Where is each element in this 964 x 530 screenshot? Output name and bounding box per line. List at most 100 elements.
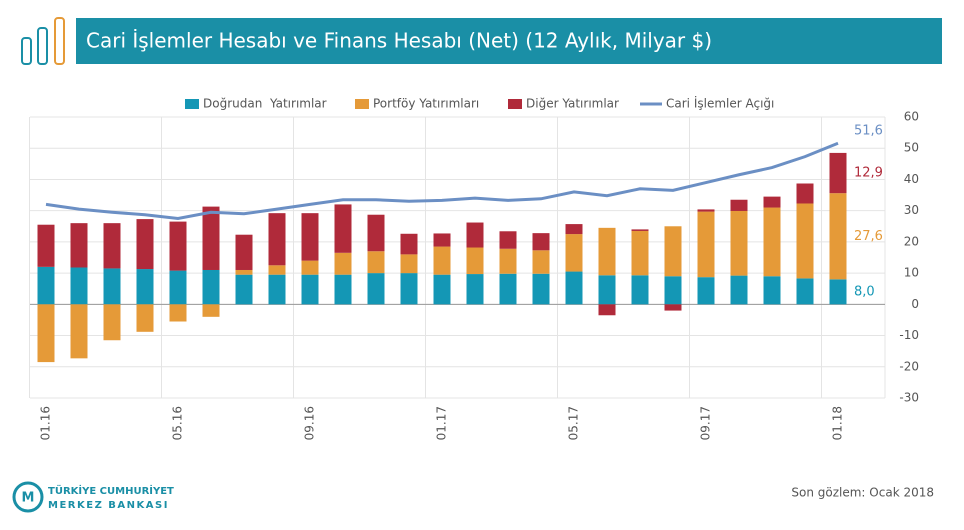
y-tick-label: 50 xyxy=(904,141,919,155)
y-tick-label: -20 xyxy=(899,359,919,373)
x-tick-label: 05.17 xyxy=(567,406,581,440)
bar xyxy=(37,224,55,267)
bar xyxy=(301,260,319,275)
bar xyxy=(136,269,154,305)
bar xyxy=(103,223,121,269)
bar xyxy=(433,246,451,275)
bar xyxy=(796,203,814,279)
bar xyxy=(70,223,88,268)
bar xyxy=(235,234,253,270)
bar xyxy=(829,193,847,280)
value-label: 12,9 xyxy=(854,166,883,181)
bar xyxy=(796,183,814,204)
bar xyxy=(268,274,286,305)
bar xyxy=(730,275,748,305)
bar xyxy=(136,219,154,270)
value-label: 51,6 xyxy=(854,124,883,139)
bar xyxy=(532,233,550,251)
bar xyxy=(565,271,583,305)
y-tick-label: -30 xyxy=(899,391,919,405)
bar xyxy=(169,221,187,271)
bar xyxy=(631,230,649,276)
bank-name: TÜRKİYE CUMHURİYET xyxy=(48,483,174,497)
x-tick-label: 05.16 xyxy=(171,406,185,440)
bar xyxy=(829,279,847,305)
bar xyxy=(499,248,517,274)
line xyxy=(45,141,839,220)
bar xyxy=(664,226,682,277)
legend-label: Portföy Yatırımları xyxy=(373,97,479,111)
chart-title: Cari İşlemler Hesabı ve Finans Hesabı (N… xyxy=(86,29,712,53)
bar xyxy=(631,229,649,231)
bar xyxy=(433,274,451,305)
bar xyxy=(829,152,847,194)
legend-swatch xyxy=(508,99,522,109)
bar xyxy=(235,274,253,305)
bar xyxy=(499,273,517,305)
bar xyxy=(37,304,55,363)
bar xyxy=(697,209,715,212)
bar xyxy=(169,270,187,305)
bar xyxy=(763,207,781,277)
title-banner xyxy=(76,18,942,64)
legend-swatch xyxy=(185,99,199,109)
legend-label: Cari İşlemler Açığı xyxy=(666,96,774,111)
footer-note: Son gözlem: Ocak 2018 xyxy=(791,486,934,500)
bar xyxy=(235,269,253,275)
bar xyxy=(466,274,484,305)
value-label: 8,0 xyxy=(854,284,875,299)
bar xyxy=(202,269,220,305)
bar xyxy=(598,304,616,316)
bar xyxy=(598,227,616,276)
bar xyxy=(334,274,352,305)
x-tick-label: 01.18 xyxy=(831,406,845,440)
svg-text:M: M xyxy=(22,491,35,506)
x-tick-label: 01.16 xyxy=(39,406,53,440)
x-tick-label: 09.17 xyxy=(699,406,713,440)
bar xyxy=(268,265,286,275)
bar xyxy=(103,268,121,305)
bar xyxy=(763,196,781,208)
bank-name: MERKEZ BANKASI xyxy=(48,500,169,511)
bar xyxy=(466,247,484,275)
bar xyxy=(301,274,319,305)
bar xyxy=(400,254,418,274)
y-tick-label: 20 xyxy=(904,234,919,248)
bar xyxy=(367,214,385,252)
bar xyxy=(697,277,715,305)
bar xyxy=(136,304,154,332)
y-tick-label: -10 xyxy=(899,328,919,342)
bar xyxy=(730,210,748,276)
bar xyxy=(103,304,121,341)
bar xyxy=(202,304,220,317)
bar xyxy=(334,252,352,275)
bar xyxy=(697,211,715,278)
bar xyxy=(532,250,550,274)
y-tick-label: 0 xyxy=(911,297,919,311)
x-tick-label: 01.17 xyxy=(435,406,449,440)
bar xyxy=(664,276,682,305)
bar xyxy=(334,204,352,253)
bar xyxy=(565,224,583,235)
bar xyxy=(565,234,583,272)
bar xyxy=(70,267,88,305)
bar xyxy=(70,304,88,359)
value-label: 27,6 xyxy=(854,229,883,244)
x-tick-label: 09.16 xyxy=(303,406,317,440)
bar xyxy=(433,233,451,247)
bar xyxy=(664,304,682,311)
legend-label: Diğer Yatırımlar xyxy=(526,97,619,111)
y-tick-label: 10 xyxy=(904,266,919,280)
legend-swatch xyxy=(355,99,369,109)
y-tick-label: 60 xyxy=(904,110,919,124)
bar xyxy=(466,222,484,248)
bank-logo: M xyxy=(12,481,44,513)
bar xyxy=(796,278,814,305)
bar xyxy=(400,273,418,305)
bar xyxy=(763,276,781,305)
bar xyxy=(367,273,385,305)
bar xyxy=(400,233,418,255)
bar xyxy=(169,304,187,322)
legend-label: Doğrudan Yatırımlar xyxy=(203,97,327,111)
